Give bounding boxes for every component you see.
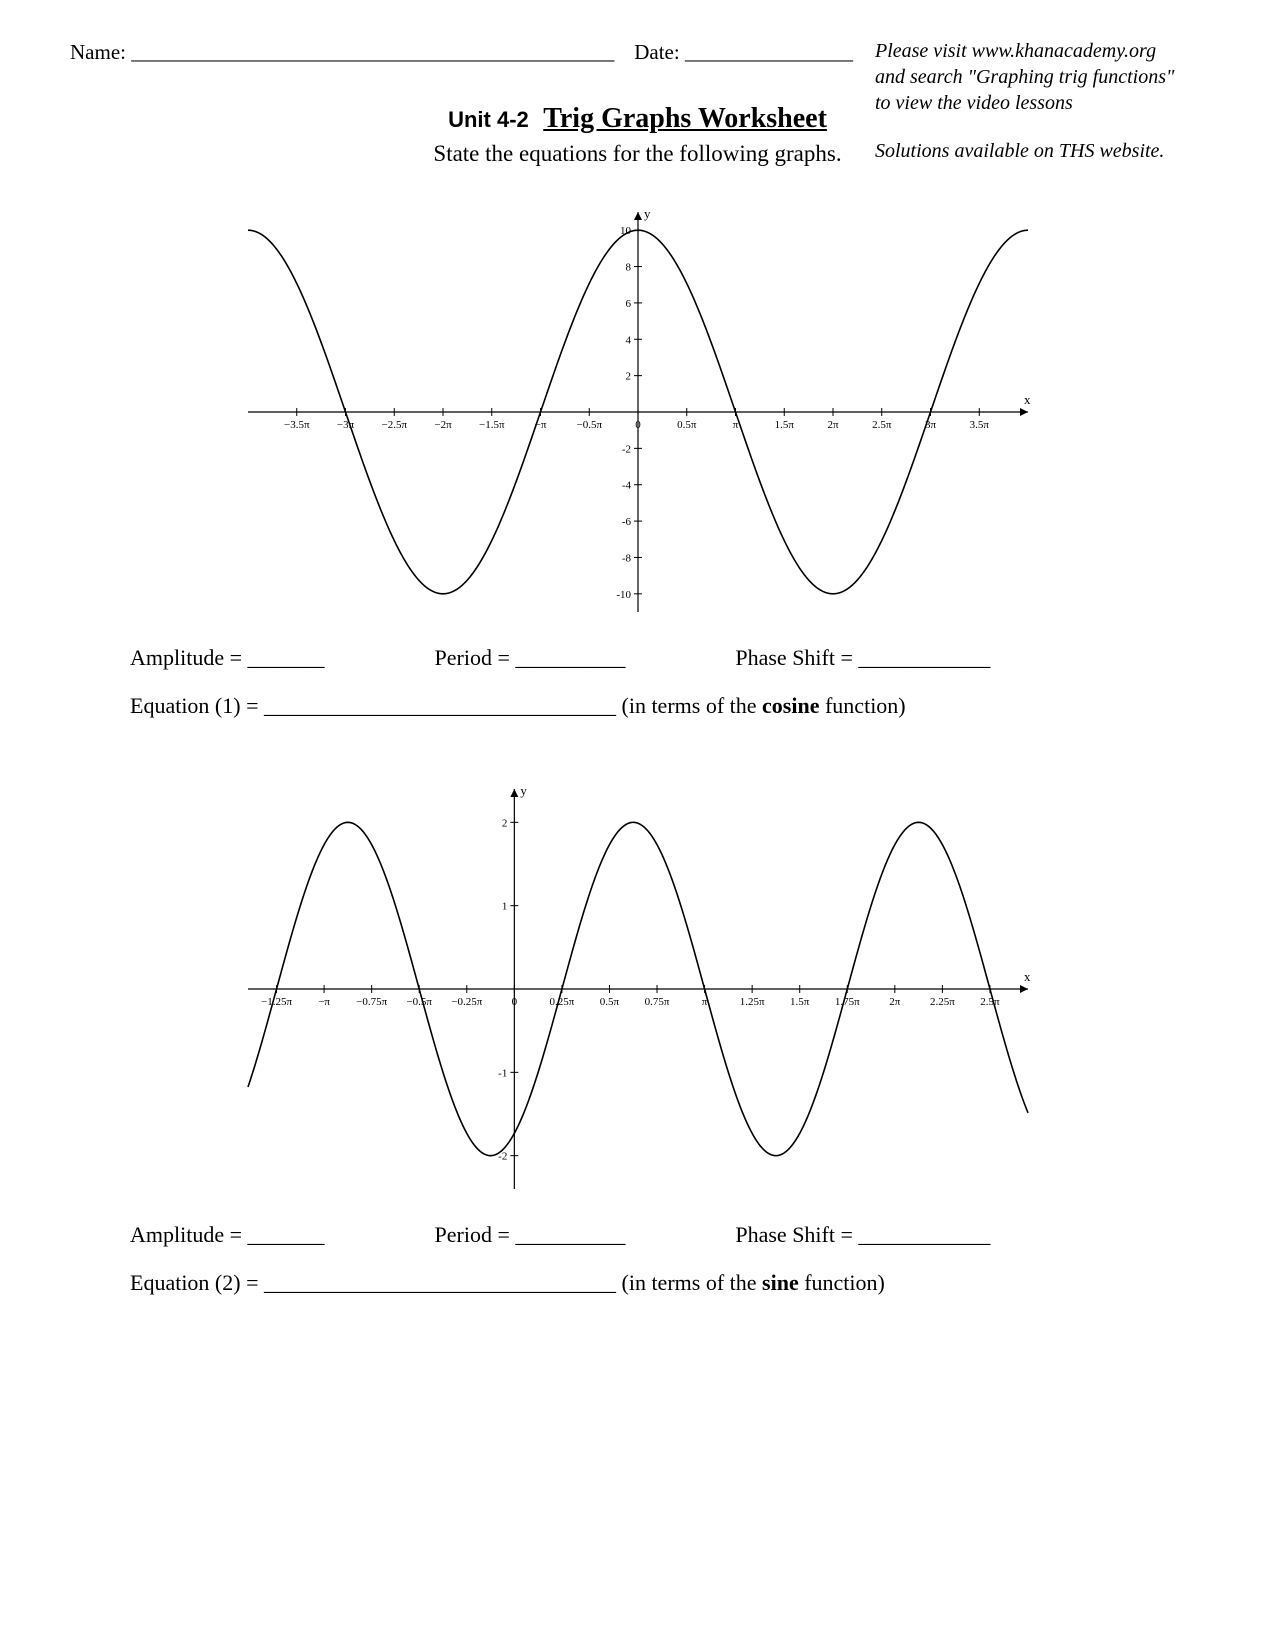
phase-blank[interactable]: Phase Shift = ____________ (735, 1222, 990, 1248)
equation-1-row: Equation (1) = _________________________… (70, 693, 1205, 719)
svg-text:1: 1 (501, 901, 507, 913)
svg-text:0: 0 (511, 996, 517, 1008)
svg-text:x: x (1024, 392, 1031, 407)
svg-text:−0.5π: −0.5π (406, 996, 432, 1008)
svg-text:6: 6 (625, 298, 631, 310)
svg-text:-8: -8 (621, 552, 631, 564)
svg-text:2: 2 (501, 817, 507, 829)
eq2-hint-post: function) (799, 1270, 885, 1295)
date-field[interactable]: Date: ________________ (634, 40, 853, 65)
svg-text:−0.5π: −0.5π (576, 419, 602, 431)
eq1-hint-bold: cosine (762, 693, 819, 718)
eq1-hint-post: function) (819, 693, 905, 718)
svg-text:8: 8 (625, 262, 631, 274)
graph-1-container: xy-10-8-6-4-2246810−3.5π−3π−2.5π−2π−1.5π… (70, 197, 1205, 627)
svg-text:-1: -1 (498, 1067, 507, 1079)
svg-text:y: y (520, 783, 527, 798)
eq1-hint-pre: (in terms of the (622, 693, 763, 718)
period-blank[interactable]: Period = __________ (435, 645, 626, 671)
svg-text:2π: 2π (889, 996, 901, 1008)
svg-text:-6: -6 (621, 516, 631, 528)
worksheet-page: Name: __________________________________… (0, 0, 1275, 1651)
graph-2: xy-2-112−1.25π−π−0.75π−0.5π−0.25π00.25π0… (228, 774, 1048, 1204)
equation-2-row: Equation (2) = _________________________… (70, 1270, 1205, 1296)
svg-text:0.75π: 0.75π (644, 996, 669, 1008)
amplitude-blank[interactable]: Amplitude = _______ (130, 1222, 325, 1248)
svg-text:−π: −π (318, 996, 330, 1008)
eq2-hint-pre: (in terms of the (622, 1270, 763, 1295)
svg-text:−2.5π: −2.5π (381, 419, 407, 431)
svg-text:1.25π: 1.25π (739, 996, 764, 1008)
svg-text:2.25π: 2.25π (929, 996, 954, 1008)
svg-text:−2π: −2π (434, 419, 452, 431)
graph-2-container: xy-2-112−1.25π−π−0.75π−0.5π−0.25π00.25π0… (70, 774, 1205, 1204)
svg-text:2: 2 (625, 371, 631, 383)
equation-1-blank[interactable]: Equation (1) = _________________________… (130, 693, 616, 718)
name-field[interactable]: Name: __________________________________… (70, 40, 614, 65)
graph-1: xy-10-8-6-4-2246810−3.5π−3π−2.5π−2π−1.5π… (228, 197, 1048, 627)
svg-text:1.5π: 1.5π (774, 419, 794, 431)
svg-text:x: x (1024, 969, 1031, 984)
svg-text:−3.5π: −3.5π (283, 419, 309, 431)
svg-text:−1.5π: −1.5π (478, 419, 504, 431)
solutions-note: Solutions available on THS website. (875, 140, 1245, 163)
svg-text:−0.25π: −0.25π (451, 996, 482, 1008)
svg-text:3.5π: 3.5π (969, 419, 989, 431)
svg-text:-4: -4 (621, 480, 631, 492)
svg-text:4: 4 (625, 334, 631, 346)
svg-text:-2: -2 (621, 443, 630, 455)
svg-text:-10: -10 (616, 589, 631, 601)
svg-text:2.5π: 2.5π (980, 996, 1000, 1008)
svg-text:0: 0 (635, 419, 641, 431)
phase-blank[interactable]: Phase Shift = ____________ (735, 645, 990, 671)
note-line: to view the video lessons (875, 90, 1245, 116)
amplitude-blank[interactable]: Amplitude = _______ (130, 645, 325, 671)
svg-text:1.75π: 1.75π (834, 996, 859, 1008)
svg-text:−1.25π: −1.25π (261, 996, 292, 1008)
answer-row-1: Amplitude = _______ Period = __________ … (70, 645, 1205, 671)
svg-text:0.5π: 0.5π (677, 419, 697, 431)
eq2-hint-bold: sine (762, 1270, 799, 1295)
svg-text:0.5π: 0.5π (599, 996, 619, 1008)
svg-text:2.5π: 2.5π (872, 419, 892, 431)
note-line: and search "Graphing trig functions" (875, 64, 1245, 90)
khan-note: Please visit www.khanacademy.org and sea… (875, 38, 1245, 116)
unit-label: Unit 4-2 (448, 107, 529, 132)
equation-2-blank[interactable]: Equation (2) = _________________________… (130, 1270, 616, 1295)
answer-row-2: Amplitude = _______ Period = __________ … (70, 1222, 1205, 1248)
svg-text:−0.75π: −0.75π (356, 996, 387, 1008)
svg-text:y: y (644, 206, 651, 221)
worksheet-title: Trig Graphs Worksheet (543, 103, 827, 134)
svg-text:2π: 2π (827, 419, 839, 431)
svg-text:0.25π: 0.25π (549, 996, 574, 1008)
svg-text:1.5π: 1.5π (790, 996, 810, 1008)
period-blank[interactable]: Period = __________ (435, 1222, 626, 1248)
note-line: Please visit www.khanacademy.org (875, 38, 1245, 64)
